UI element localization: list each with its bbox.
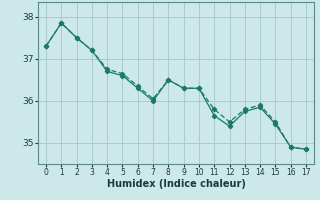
X-axis label: Humidex (Indice chaleur): Humidex (Indice chaleur) <box>107 179 245 189</box>
